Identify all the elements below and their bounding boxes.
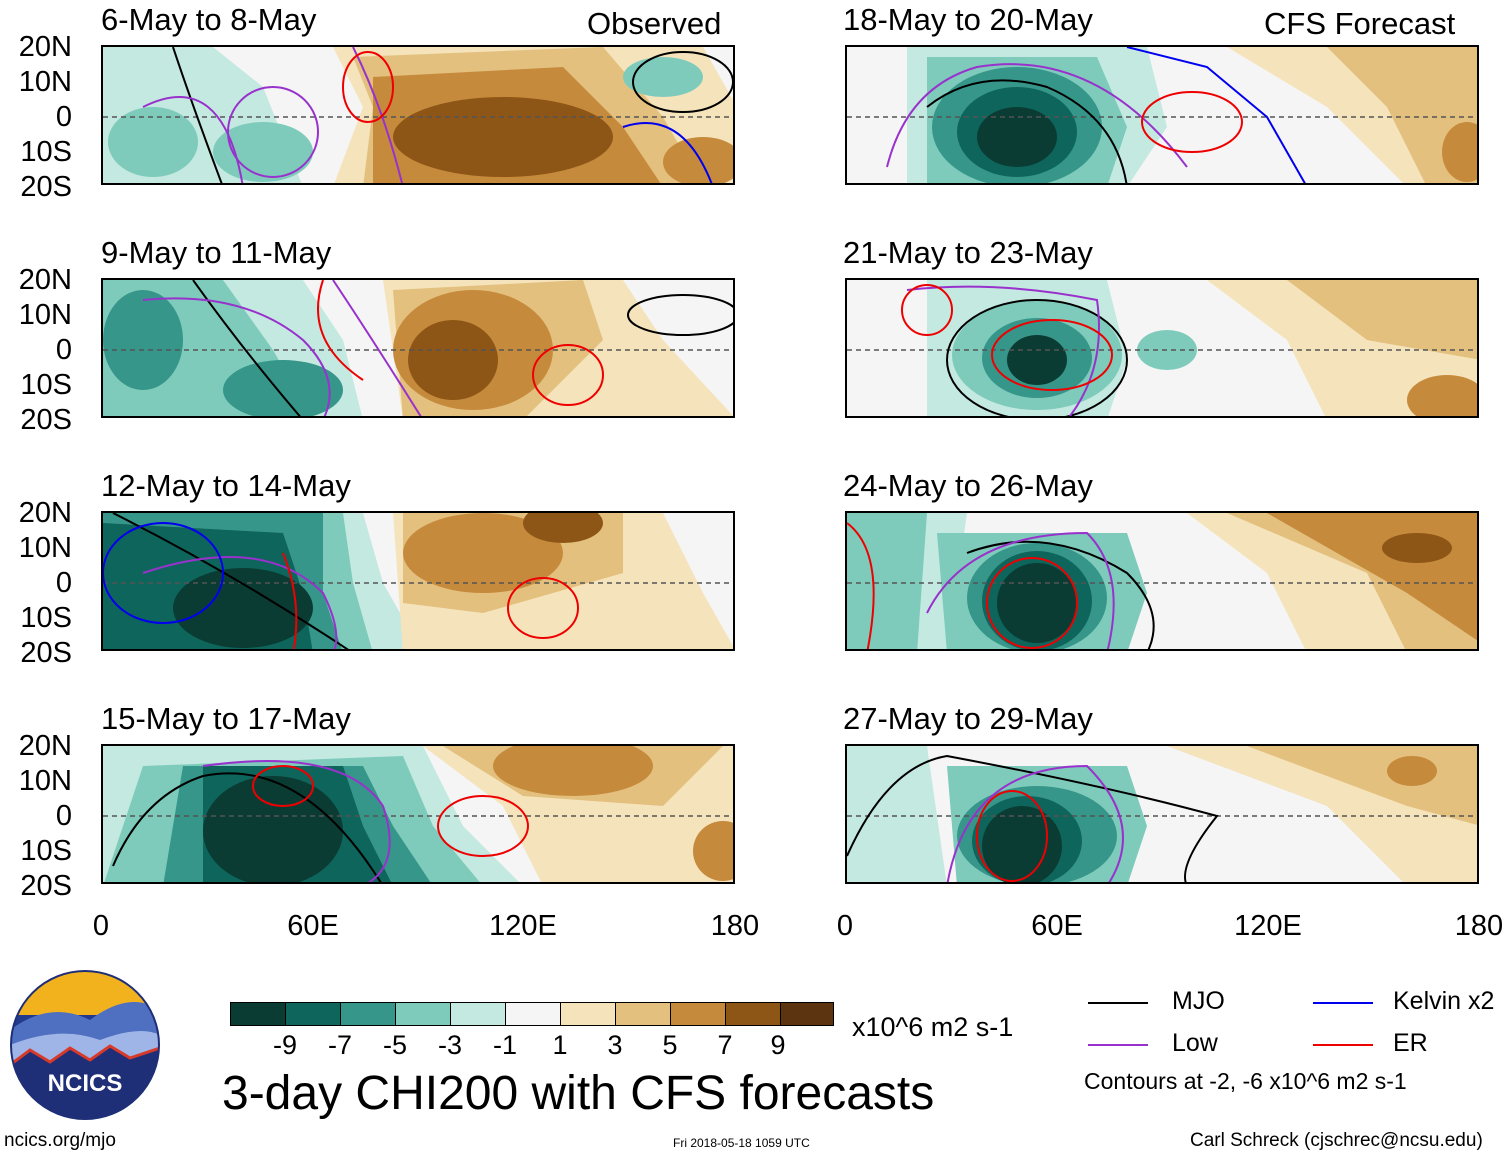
ncics-logo: NCICS	[10, 970, 160, 1120]
colorbar-swatch	[725, 1002, 781, 1026]
lat-label: 20N	[18, 264, 72, 296]
observed-label: Observed	[587, 6, 722, 41]
lat-label: 20N	[18, 31, 72, 63]
lon-label: 0	[92, 910, 110, 942]
lat-label: 10S	[20, 136, 72, 168]
map-panel	[845, 744, 1479, 884]
colorbar-tick: -9	[272, 1030, 298, 1060]
colorbar-swatch	[560, 1002, 616, 1026]
lon-label: 60E	[1031, 910, 1083, 942]
legend-er-line	[1313, 1044, 1373, 1046]
colorbar-swatch	[450, 1002, 506, 1026]
lon-label: 60E	[287, 910, 339, 942]
panel-title: 12-May to 14-May	[101, 468, 351, 503]
logo-text: NCICS	[47, 1070, 123, 1097]
colorbar-swatch	[505, 1002, 561, 1026]
map-panel	[845, 511, 1479, 651]
colorbar-swatch	[670, 1002, 726, 1026]
colorbar-swatch	[285, 1002, 341, 1026]
lon-label: 120E	[489, 910, 557, 942]
legend-er-label: ER	[1393, 1029, 1428, 1057]
lat-label: 10S	[20, 602, 72, 634]
panel-title: 21-May to 23-May	[843, 235, 1093, 270]
lon-label: 180	[1454, 910, 1504, 942]
map-panel	[101, 278, 735, 418]
colorbar-tick: 9	[770, 1030, 786, 1060]
lat-label: 20S	[20, 870, 72, 902]
panel-title: 27-May to 29-May	[843, 701, 1093, 736]
lat-label: 20S	[20, 637, 72, 669]
main-title: 3-day CHI200 with CFS forecasts	[222, 1067, 935, 1120]
lat-label: 0	[55, 101, 72, 133]
colorbar-swatch	[780, 1002, 834, 1026]
lon-label: 180	[710, 910, 760, 942]
lon-label: 0	[836, 910, 854, 942]
map-panel	[845, 45, 1479, 185]
map-panel	[101, 45, 735, 185]
colorbar-tick: 7	[717, 1030, 733, 1060]
colorbar-swatch	[340, 1002, 396, 1026]
colorbar-tick: -5	[382, 1030, 408, 1060]
colorbar-units: x10^6 m2 s-1	[852, 1012, 1014, 1042]
footer-credit: Carl Schreck (cjschrec@ncsu.edu)	[1190, 1130, 1483, 1151]
panel-title: 9-May to 11-May	[101, 235, 332, 270]
footer-url[interactable]: ncics.org/mjo	[4, 1130, 116, 1151]
colorbar-swatch	[615, 1002, 671, 1026]
lat-label: 0	[55, 800, 72, 832]
lat-label: 10N	[18, 532, 72, 564]
colorbar-swatch	[230, 1002, 286, 1026]
lat-label: 10N	[18, 299, 72, 331]
panel-title: 24-May to 26-May	[843, 468, 1093, 503]
colorbar-tick: 5	[662, 1030, 678, 1060]
colorbar-swatch	[395, 1002, 451, 1026]
legend-kelvin-line	[1313, 1002, 1373, 1004]
lat-label: 0	[55, 334, 72, 366]
lat-label: 10S	[20, 835, 72, 867]
panel-title: 6-May to 8-May	[101, 2, 317, 37]
panel-title: 18-May to 20-May	[843, 2, 1093, 37]
lat-label: 20N	[18, 730, 72, 762]
colorbar-tick: 1	[552, 1030, 568, 1060]
map-panel	[101, 511, 735, 651]
legend-mjo-line	[1088, 1002, 1148, 1004]
colorbar-tick: -1	[492, 1030, 518, 1060]
lat-label: 0	[55, 567, 72, 599]
lat-label: 10N	[18, 66, 72, 98]
contour-note: Contours at -2, -6 x10^6 m2 s-1	[1084, 1068, 1407, 1094]
panel-title: 15-May to 17-May	[101, 701, 351, 736]
map-panel	[101, 744, 735, 884]
legend-low-label: Low	[1172, 1029, 1218, 1057]
legend-kelvin-label: Kelvin x2	[1393, 987, 1495, 1015]
lat-label: 10N	[18, 765, 72, 797]
colorbar	[230, 1002, 834, 1026]
colorbar-tick: 3	[607, 1030, 623, 1060]
lat-label: 20S	[20, 404, 72, 436]
legend-low-line	[1088, 1044, 1148, 1046]
lon-label: 120E	[1234, 910, 1302, 942]
map-panel	[845, 278, 1479, 418]
footer-timestamp: Fri 2018-05-18 1059 UTC	[673, 1136, 810, 1150]
lat-label: 10S	[20, 369, 72, 401]
colorbar-tick: -3	[437, 1030, 463, 1060]
lat-label: 20N	[18, 497, 72, 529]
forecast-label: CFS Forecast	[1264, 6, 1456, 41]
colorbar-tick: -7	[327, 1030, 353, 1060]
legend-mjo-label: MJO	[1172, 987, 1225, 1015]
lat-label: 20S	[20, 171, 72, 203]
